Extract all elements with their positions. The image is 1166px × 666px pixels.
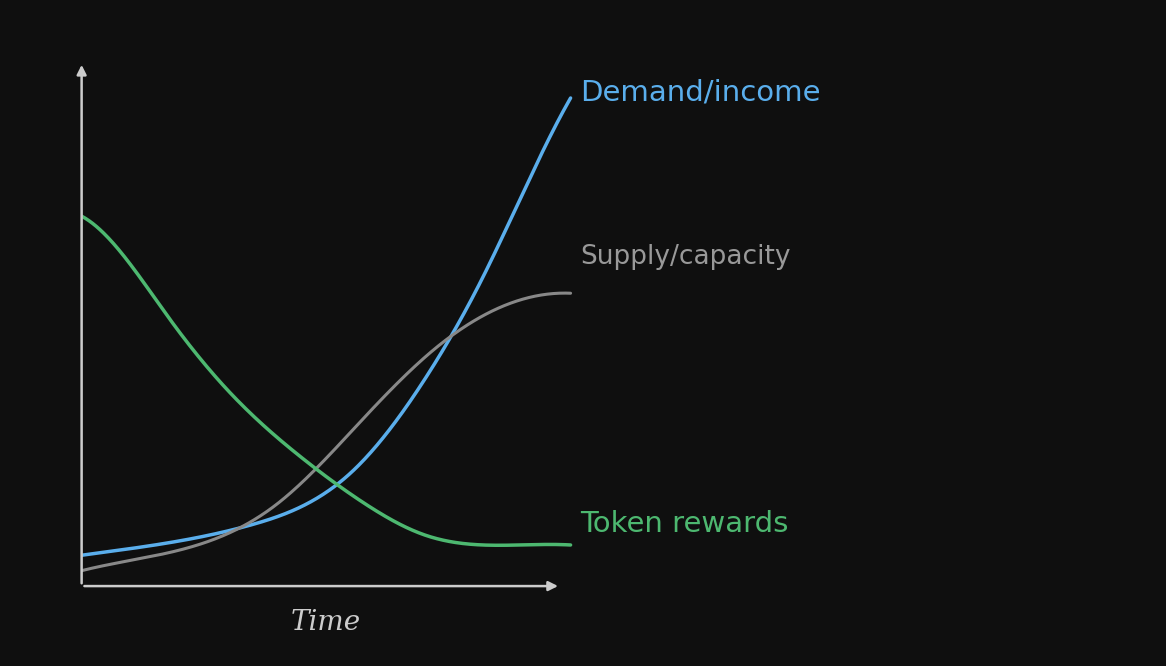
Text: Time: Time <box>292 609 361 635</box>
Text: Demand/income: Demand/income <box>581 79 821 107</box>
Text: Supply/capacity: Supply/capacity <box>581 244 791 270</box>
Text: Token rewards: Token rewards <box>581 510 788 538</box>
